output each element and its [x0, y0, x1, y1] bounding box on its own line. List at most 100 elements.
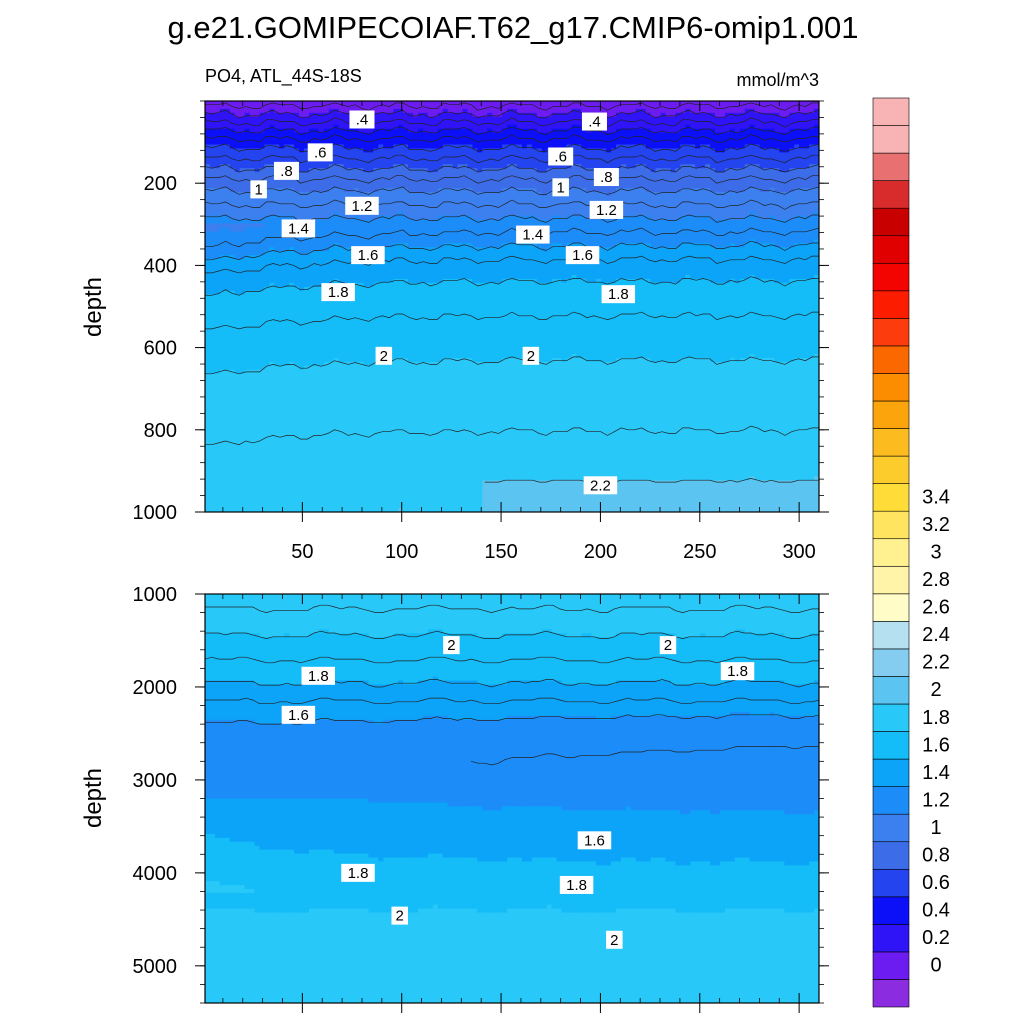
contour-cell: [313, 255, 320, 260]
contour-cell: [809, 152, 815, 157]
contour-cell: [799, 156, 805, 161]
contour-cell: [442, 207, 449, 213]
contour-cell: [625, 101, 632, 106]
contour-cell: [675, 160, 681, 165]
contour-cell: [383, 223, 389, 229]
contour-cell: [512, 148, 518, 153]
contour-cell: [630, 132, 637, 138]
contour-cell: [680, 104, 686, 110]
contour-cell: [620, 231, 627, 236]
contour-cell: [660, 195, 667, 201]
contour-cell: [700, 156, 706, 161]
contour-cell: [507, 231, 513, 236]
contour-cell: [383, 120, 389, 126]
contour-cell: [492, 101, 498, 106]
contour-cell: [645, 164, 652, 169]
contour-cell: [358, 191, 365, 197]
contour-cell: [556, 195, 563, 201]
contour-cell: [764, 235, 771, 240]
contour-cell: [249, 132, 256, 138]
contour-cell: [502, 247, 508, 252]
contour-cell: [615, 227, 622, 233]
contour-cell: [507, 223, 513, 229]
contour-cell: [264, 116, 270, 122]
contour-cell: [269, 104, 275, 110]
contour-cell: [512, 223, 518, 229]
contour-cell: [284, 191, 290, 197]
contour-cell: [328, 140, 335, 146]
contour-cell: [804, 172, 810, 177]
contour-cell: [591, 235, 597, 240]
contour-cell: [205, 152, 211, 157]
contour-cell: [497, 124, 503, 130]
contour-cell: [640, 160, 647, 165]
contour-cell: [323, 187, 330, 193]
contour-cell: [804, 211, 810, 217]
contour-cell: [412, 160, 419, 165]
contour-cell: [512, 104, 518, 110]
contour-cell: [571, 144, 577, 150]
contour-cell: [794, 195, 800, 201]
contour-cell: [447, 180, 454, 185]
contour-cell: [645, 168, 652, 173]
contour-cell: [620, 211, 627, 217]
contour-cell: [769, 243, 776, 248]
contour-cell: [437, 255, 444, 260]
contour-cell: [655, 152, 662, 157]
contour-cell: [601, 104, 607, 110]
contour-cell: [254, 168, 261, 173]
contour-cell: [249, 120, 256, 126]
contour-cell: [804, 136, 810, 142]
contour-cell: [205, 172, 211, 177]
contour-cell: [234, 259, 241, 264]
contour-cell: [209, 195, 216, 201]
contour-cell: [526, 104, 533, 110]
contour-cell: [289, 259, 295, 264]
contour-cell: [229, 235, 236, 240]
contour-cell: [759, 148, 766, 153]
contour-cell: [655, 235, 662, 240]
contour-cell: [546, 211, 553, 217]
contour-cell: [744, 168, 751, 173]
contour-cell: [734, 164, 741, 169]
contour-cell: [665, 136, 672, 142]
contour-cell: [343, 148, 350, 153]
contour-cell: [353, 101, 360, 106]
contour-cell: [427, 203, 434, 209]
contour-cell: [308, 101, 315, 106]
contour-cell: [769, 168, 776, 173]
contour-cell: [383, 144, 389, 150]
contour-cell: [719, 148, 726, 153]
contour-cell: [328, 243, 335, 248]
contour-cell: [338, 124, 345, 130]
contour-cell: [645, 183, 652, 189]
contour-cell: [655, 183, 662, 189]
contour-cell: [348, 140, 355, 146]
contour-cell: [764, 183, 771, 189]
contour-cell: [313, 187, 320, 193]
contour-cell: [640, 187, 647, 193]
contour-cell: [670, 128, 676, 134]
contour-cell: [814, 172, 819, 177]
contour-cell: [645, 140, 652, 146]
contour-cell: [809, 172, 815, 177]
contour-cell: [393, 183, 399, 189]
contour-cell: [437, 140, 444, 146]
contour-cell: [264, 136, 270, 142]
contour-cell: [799, 187, 805, 193]
contour-cell: [467, 207, 473, 213]
contour-cell: [348, 136, 355, 142]
contour-cell: [814, 148, 819, 153]
contour-cell: [700, 247, 706, 252]
contour-cell: [205, 195, 211, 201]
contour-cell: [328, 180, 335, 185]
contour-cell: [734, 180, 741, 185]
contour-cell: [789, 231, 795, 236]
contour-cell: [695, 104, 701, 110]
contour-cell: [561, 136, 568, 142]
contour-cell: [244, 207, 251, 213]
contour-cell: [690, 140, 696, 146]
contour-cell: [403, 255, 409, 260]
contour-cell: [734, 136, 741, 142]
contour-cell: [353, 132, 360, 138]
